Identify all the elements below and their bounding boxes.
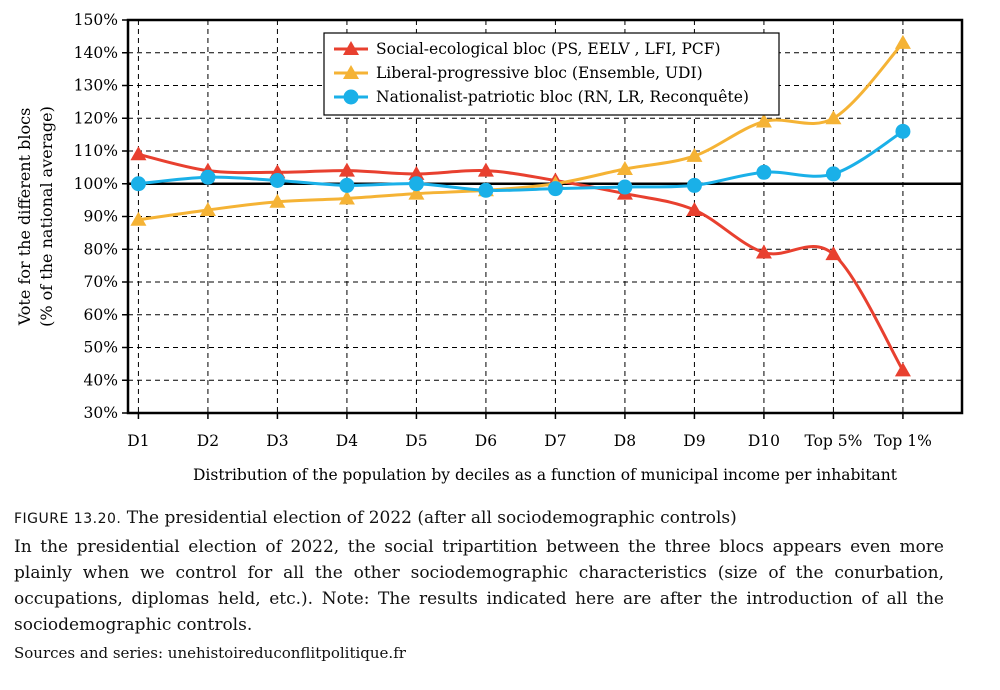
legend-swatch-marker bbox=[343, 41, 359, 55]
x-tick-label: D2 bbox=[197, 432, 219, 450]
y-axis-ticks: 30% 40% 50% 60% 70% 80% 90% 100% 110% 120% 130% 140… bbox=[74, 11, 128, 422]
x-tick-label: D4 bbox=[336, 432, 358, 450]
data-point bbox=[825, 110, 842, 125]
x-tick-label: Top 1% bbox=[874, 432, 932, 450]
data-point bbox=[755, 244, 772, 259]
series-line bbox=[138, 130, 904, 192]
figure-label: FIGURE 13.20. bbox=[14, 511, 122, 527]
y-tick-label: 80% bbox=[84, 240, 118, 258]
y-tick-label: 130% bbox=[74, 77, 118, 95]
data-point bbox=[894, 362, 911, 377]
data-point bbox=[338, 162, 355, 177]
y-tick-label: 140% bbox=[74, 44, 118, 62]
plot-frame bbox=[126, 18, 964, 415]
figure-title: The presidential election of 2022 (after… bbox=[126, 508, 737, 528]
data-point bbox=[130, 146, 147, 161]
series-3 bbox=[130, 123, 911, 198]
legend-label: Liberal-progressive bloc (Ensemble, UDI) bbox=[376, 64, 703, 82]
figure-sources: Sources and series: unehistoireduconflit… bbox=[14, 644, 406, 662]
data-point bbox=[478, 182, 494, 198]
data-point bbox=[617, 179, 633, 195]
series bbox=[130, 34, 911, 377]
y-tick-label: 110% bbox=[74, 142, 118, 160]
y-tick-label: 50% bbox=[84, 339, 118, 357]
data-point bbox=[686, 147, 703, 162]
data-point bbox=[269, 172, 285, 188]
y-axis-label-sub: (% of the national average) bbox=[37, 106, 56, 327]
x-tick-label: D1 bbox=[127, 432, 149, 450]
x-tick-label: D7 bbox=[544, 432, 566, 450]
y-tick-label: 60% bbox=[84, 306, 118, 324]
x-tick-label: D6 bbox=[475, 432, 497, 450]
data-point bbox=[338, 190, 355, 205]
x-axis-ticks: D1 D2 D3 D4 D5 D6 D7 D8 D9 D10 Top 5% Top 1% bbox=[127, 413, 932, 450]
legend: Social-ecological bloc (PS, EELV , LFI, … bbox=[323, 32, 780, 116]
legend-swatch-marker bbox=[343, 89, 359, 105]
data-point bbox=[825, 166, 841, 182]
data-point bbox=[200, 169, 216, 185]
legend-box bbox=[323, 32, 780, 116]
y-axis-label: Vote for the different blocs bbox=[15, 108, 34, 327]
data-point bbox=[339, 177, 355, 193]
data-point bbox=[894, 34, 911, 49]
x-tick-label: D9 bbox=[683, 432, 705, 450]
y-tick-label: 30% bbox=[84, 404, 118, 422]
x-tick-label: Top 5% bbox=[804, 432, 862, 450]
data-point bbox=[130, 176, 146, 192]
data-point bbox=[547, 181, 563, 197]
data-point bbox=[269, 193, 286, 208]
data-point bbox=[756, 164, 772, 180]
caption-title-line: FIGURE 13.20. The presidential election … bbox=[14, 508, 944, 528]
legend-label: Social-ecological bloc (PS, EELV , LFI, … bbox=[376, 40, 721, 58]
x-tick-label: D5 bbox=[405, 432, 427, 450]
y-tick-label: 70% bbox=[84, 273, 118, 291]
data-point bbox=[408, 185, 425, 200]
legend-swatch-marker bbox=[343, 65, 359, 79]
y-tick-label: 100% bbox=[74, 175, 118, 193]
data-point bbox=[755, 113, 772, 128]
figure-description: In the presidential election of 2022, th… bbox=[14, 537, 944, 635]
data-point bbox=[199, 201, 216, 216]
legend-label: Nationalist-patriotic bloc (RN, LR, Reco… bbox=[376, 88, 749, 106]
y-tick-label: 40% bbox=[84, 371, 118, 389]
y-tick-label: 90% bbox=[84, 208, 118, 226]
x-axis-label: Distribution of the population by decile… bbox=[193, 466, 898, 484]
data-point bbox=[825, 246, 842, 261]
x-tick-label: D8 bbox=[614, 432, 636, 450]
data-point bbox=[616, 161, 633, 176]
y-tick-label: 120% bbox=[74, 109, 118, 127]
figure-caption: FIGURE 13.20. The presidential election … bbox=[14, 508, 944, 662]
data-point bbox=[686, 177, 702, 193]
data-point bbox=[477, 162, 494, 177]
x-tick-label: D3 bbox=[266, 432, 288, 450]
data-point bbox=[686, 201, 703, 216]
y-tick-label: 150% bbox=[74, 11, 118, 29]
series-1 bbox=[130, 146, 911, 377]
chart: 30% 40% 50% 60% 70% 80% 90% 100% 110% 120% 130% 140… bbox=[15, 11, 964, 484]
data-point bbox=[130, 211, 147, 226]
data-point bbox=[408, 176, 424, 192]
x-tick-label: D10 bbox=[748, 432, 780, 450]
data-point bbox=[895, 123, 911, 139]
data-point bbox=[408, 165, 425, 180]
